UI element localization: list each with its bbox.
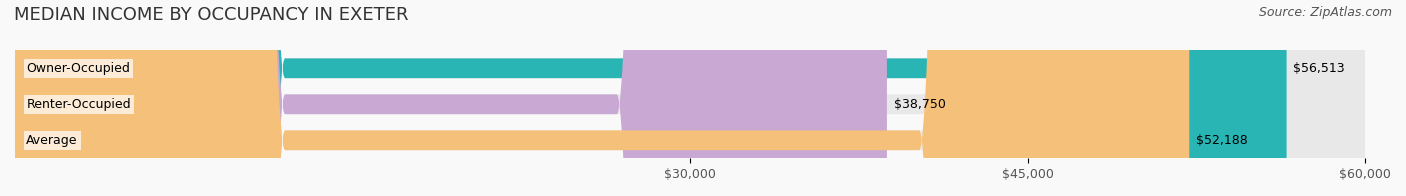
Text: Owner-Occupied: Owner-Occupied	[27, 62, 131, 75]
Text: MEDIAN INCOME BY OCCUPANCY IN EXETER: MEDIAN INCOME BY OCCUPANCY IN EXETER	[14, 6, 409, 24]
Text: Average: Average	[27, 134, 77, 147]
FancyBboxPatch shape	[15, 0, 1286, 196]
FancyBboxPatch shape	[15, 0, 1365, 196]
Text: Source: ZipAtlas.com: Source: ZipAtlas.com	[1258, 6, 1392, 19]
Text: $52,188: $52,188	[1197, 134, 1247, 147]
FancyBboxPatch shape	[15, 0, 887, 196]
Text: $38,750: $38,750	[894, 98, 946, 111]
FancyBboxPatch shape	[15, 0, 1189, 196]
Text: Renter-Occupied: Renter-Occupied	[27, 98, 131, 111]
FancyBboxPatch shape	[15, 0, 1365, 196]
Text: $56,513: $56,513	[1294, 62, 1346, 75]
FancyBboxPatch shape	[15, 0, 1365, 196]
